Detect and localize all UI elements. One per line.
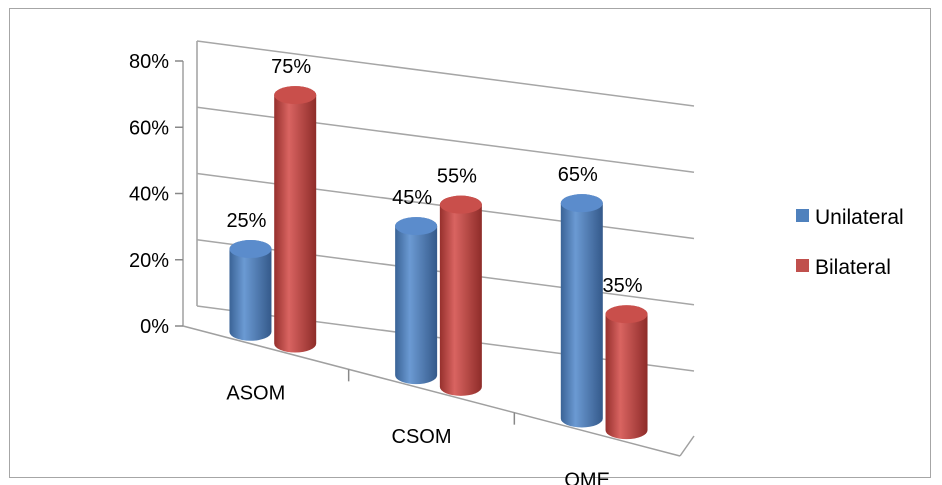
y-tick-label: 20% xyxy=(129,250,169,272)
cylinder-body xyxy=(560,194,603,428)
category-label: CSOM xyxy=(392,426,452,448)
y-tick-label: 0% xyxy=(140,316,169,338)
category-label: OME xyxy=(564,469,610,485)
cylinder-top xyxy=(560,194,603,213)
y-tick-label: 40% xyxy=(129,184,169,206)
cylinder-top xyxy=(395,217,438,236)
data-label: 65% xyxy=(558,164,598,186)
bar-unilateral-ome xyxy=(560,194,603,428)
gridline xyxy=(196,106,695,173)
bars xyxy=(229,86,648,440)
bar-bilateral-asom xyxy=(274,86,317,353)
cylinder-top xyxy=(605,305,648,324)
legend-label: Unilateral xyxy=(815,206,904,229)
cylinder-body xyxy=(274,86,317,353)
cylinder-top xyxy=(274,86,317,105)
floor-right-edge xyxy=(679,435,695,457)
y-tick-label: 60% xyxy=(129,117,169,139)
data-label: 75% xyxy=(271,56,311,78)
cylinder-body xyxy=(439,195,482,396)
cylinder-top xyxy=(229,240,272,259)
legend: Unilateral Bilateral xyxy=(796,206,904,279)
bar-bilateral-ome xyxy=(605,305,648,440)
data-label: 45% xyxy=(392,187,432,209)
y-axis-ticks: 0% 20% 40% 60% 80% xyxy=(129,51,183,338)
data-label: 25% xyxy=(226,210,266,232)
cylinder-body xyxy=(395,217,438,385)
legend-label: Bilateral xyxy=(815,256,891,279)
data-labels: 25% 75% 45%55% 65% 35% xyxy=(226,56,642,297)
bar-unilateral-asom xyxy=(229,240,272,341)
bar-bilateral-csom xyxy=(439,195,482,396)
category-label: ASOM xyxy=(226,383,285,405)
cylinder-body xyxy=(605,305,648,440)
legend-swatch-bilateral xyxy=(796,259,809,272)
legend-swatch-unilateral xyxy=(796,209,809,222)
data-label: 35% xyxy=(603,275,643,297)
category-labels: ASOM CSOM OME xyxy=(226,383,610,485)
x-axis-line xyxy=(182,325,681,457)
data-label: 55% xyxy=(437,166,477,188)
gridline xyxy=(196,40,695,107)
cylinder-body xyxy=(229,240,272,341)
bar-unilateral-csom xyxy=(395,217,438,385)
y-tick-label: 80% xyxy=(129,51,169,73)
cylinder-top xyxy=(439,195,482,214)
